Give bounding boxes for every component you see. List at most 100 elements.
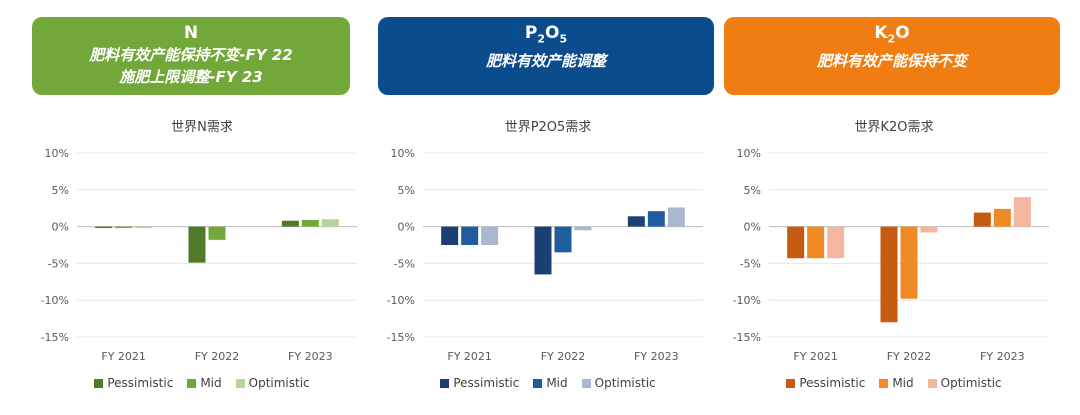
bar-optimistic-0 [135,226,153,229]
legend-swatch [927,378,937,388]
y-tick-label: -10% [387,294,415,307]
bar-optimistic-1 [920,226,938,233]
legend-label: Pessimistic [107,376,174,390]
y-tick-label: 5% [52,184,69,197]
legend-label: Mid [200,376,222,390]
bar-optimistic-0 [481,226,499,245]
y-tick-label: -5% [394,257,415,270]
bar-mid-1 [554,226,572,253]
x-tick-label: FY 2022 [195,350,240,363]
legend-swatch [235,378,245,388]
y-tick-label: 10% [391,147,415,160]
legend-swatch [94,378,104,388]
legend-label: Pessimistic [453,376,520,390]
legend-label: Optimistic [594,376,656,390]
bar-pessimistic-1 [534,226,552,275]
header-title: N [183,23,199,43]
y-tick-label: 0% [52,221,69,234]
legend-item-mid: Mid [187,376,222,390]
legend-item-optimistic: Optimistic [927,376,1002,390]
bar-mid-0 [115,226,133,229]
x-tick-label: FY 2023 [634,350,679,363]
y-tick-label: -15% [387,331,415,344]
chart-plot: 10% 5% 0% -5% -10% -15% FY 2021 FY 2022 FY 2023 [387,147,703,363]
y-tick-label: 5% [744,184,761,197]
bar-pessimistic-2 [627,216,645,227]
legend-item-mid: Mid [879,376,914,390]
bar-mid-2 [647,211,665,227]
bar-optimistic-2 [667,207,685,227]
header-line-2: 施肥上限调整-FY 23 [119,68,263,86]
bar-mid-0 [807,226,825,259]
x-tick-label: FY 2023 [980,350,1025,363]
bar-optimistic-1 [574,226,592,231]
legend-swatch [187,378,197,388]
bar-mid-2 [993,208,1011,227]
x-tick-label: FY 2023 [288,350,333,363]
bar-pessimistic-2 [281,220,299,227]
chart-legend: Pessimistic Mid Optimistic [378,376,718,390]
x-tick-label: FY 2022 [541,350,586,363]
bar-optimistic-2 [1013,197,1031,227]
header-line-1: 肥料有效产能保持不变 [816,52,967,71]
bar-pessimistic-2 [973,212,991,227]
y-tick-label: -5% [740,257,761,270]
legend-label: Mid [892,376,914,390]
legend-item-pessimistic: Pessimistic [94,376,173,390]
header-n: N 肥料有效产能保持不变-FY 22 施肥上限调整-FY 23 [32,17,350,95]
y-tick-label: 10% [45,147,69,160]
legend-item-pessimistic: Pessimistic [440,376,519,390]
header-title: P2O5 [524,23,568,46]
bar-optimistic-2 [321,219,339,227]
chart-legend: Pessimistic Mid Optimistic [32,376,372,390]
legend-swatch [786,378,796,388]
x-tick-label: FY 2021 [101,350,146,363]
legend-swatch [581,378,591,388]
bar-mid-0 [461,226,479,245]
chart-title: 世界K2O需求 [854,120,934,135]
header-k2o: K2O 肥料有效产能保持不变 [724,17,1060,95]
y-tick-label: -5% [48,257,69,270]
legend-label: Mid [546,376,568,390]
bar-mid-1 [208,226,226,240]
legend-label: Optimistic [940,376,1002,390]
chart-title: 世界N需求 [171,120,233,135]
legend-swatch [533,378,543,388]
legend-swatch [879,378,889,388]
panel-n-demand: N 肥料有效产能保持不变-FY 22 施肥上限调整-FY 23 世界N需求 10… [32,0,372,415]
bar-mid-2 [301,219,319,227]
y-tick-label: -15% [733,331,761,344]
y-tick-label: 0% [398,221,415,234]
chart-plot: 10% 5% 0% -5% -10% -15% FY 2021 FY 2022 FY 2023 [733,147,1049,363]
bar-pessimistic-0 [787,226,805,259]
legend-item-pessimistic: Pessimistic [786,376,865,390]
chart-legend: Pessimistic Mid Optimistic [724,376,1064,390]
legend-swatch [440,378,450,388]
panel-p2o5-demand: P2O5 肥料有效产能调整 世界P2O5需求 10% 5% 0% -5% -10% -15… [378,0,718,415]
x-tick-label: FY 2022 [887,350,932,363]
y-tick-label: -10% [733,294,761,307]
chart-title: 世界P2O5需求 [504,120,592,135]
legend-label: Optimistic [248,376,310,390]
bar-mid-1 [900,226,918,299]
header-p2o5: P2O5 肥料有效产能调整 [378,17,714,95]
panel-k2o-demand: K2O 肥料有效产能保持不变 世界K2O需求 10% 5% 0% -5% -10% -15… [724,0,1064,415]
bar-pessimistic-0 [95,226,113,229]
legend-label: Pessimistic [799,376,866,390]
legend-item-mid: Mid [533,376,568,390]
bar-pessimistic-1 [188,226,206,263]
bar-pessimistic-0 [441,226,459,245]
chart-plot: 10% 5% 0% -5% -10% -15% FY 2021 FY 2022 FY 2023 [41,147,357,363]
x-tick-label: FY 2021 [447,350,492,363]
y-tick-label: 5% [398,184,415,197]
y-tick-label: -15% [41,331,69,344]
x-tick-label: FY 2021 [793,350,838,363]
header-line-1: 肥料有效产能保持不变-FY 22 [89,46,293,64]
header-line-1: 肥料有效产能调整 [485,52,606,71]
bar-optimistic-0 [827,226,845,259]
legend-item-optimistic: Optimistic [235,376,310,390]
y-tick-label: -10% [41,294,69,307]
bar-pessimistic-1 [880,226,898,323]
header-title: K2O [874,23,910,46]
y-tick-label: 0% [744,221,761,234]
